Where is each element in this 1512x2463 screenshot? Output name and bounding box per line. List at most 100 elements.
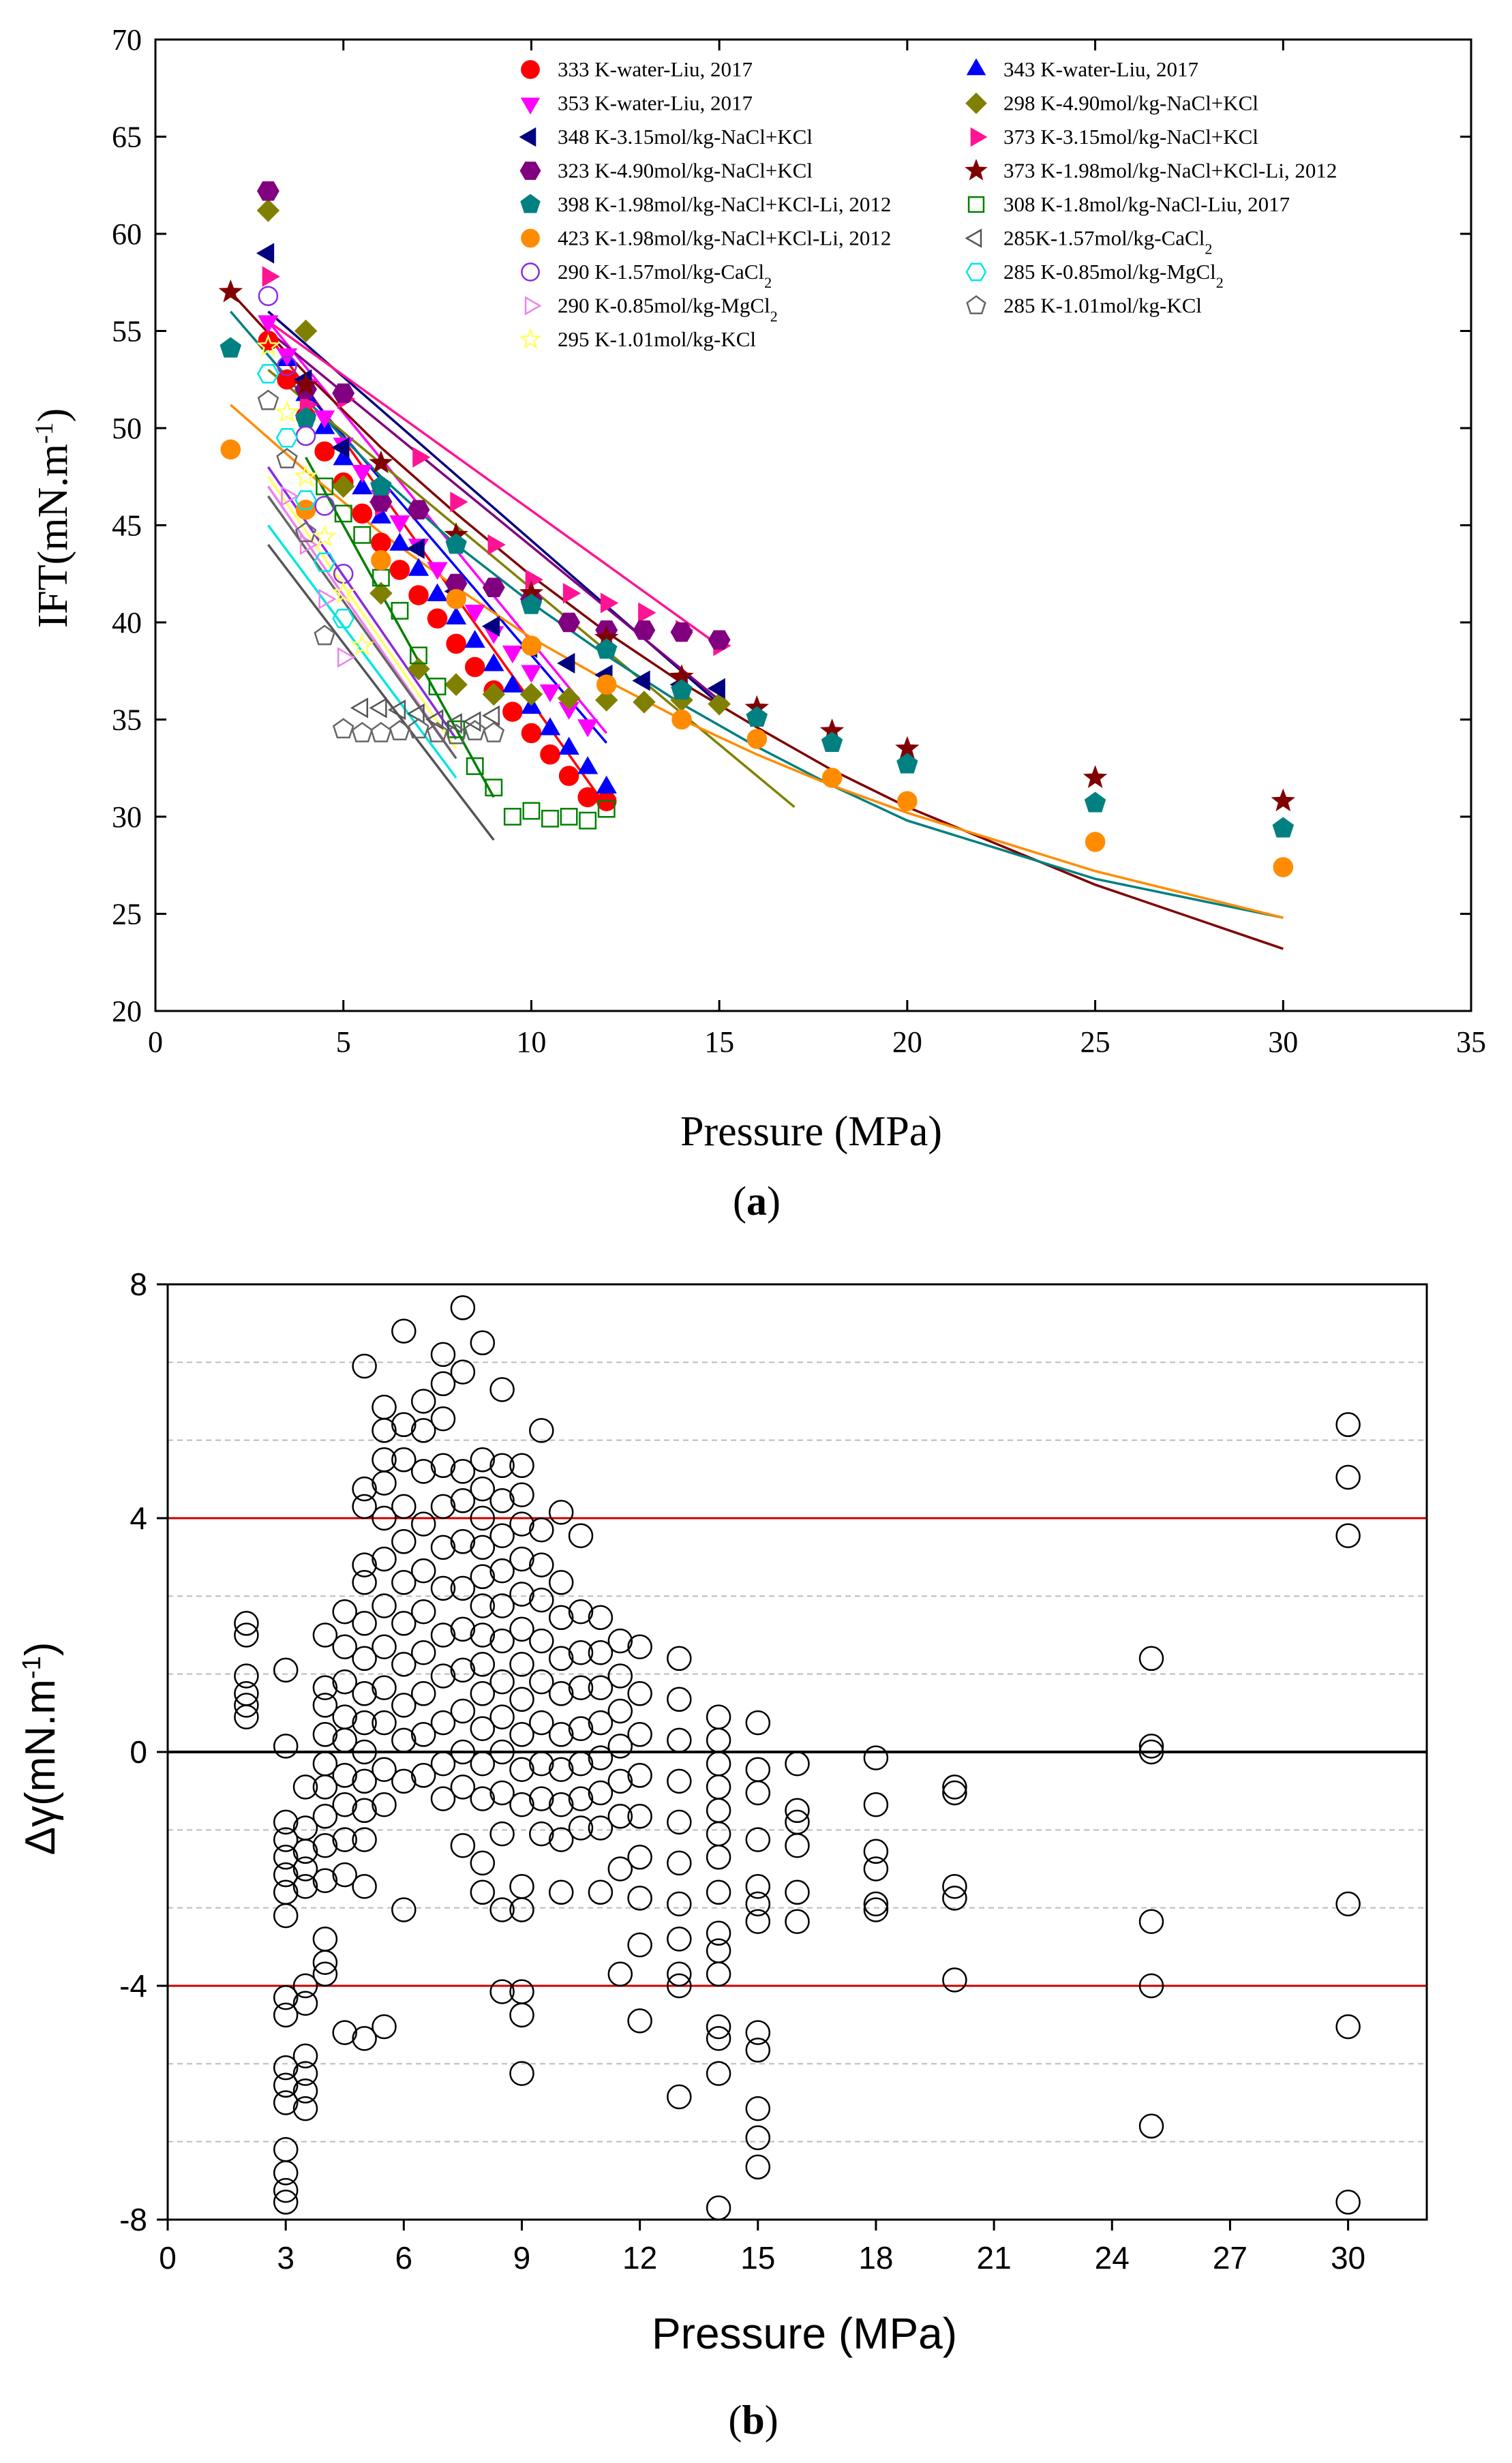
panel-b-point: [509, 1792, 534, 1817]
panel-b-point: [509, 1482, 534, 1507]
panel-a-point-s1: [408, 558, 429, 576]
panel-b-point: [234, 1622, 259, 1648]
panel-b-point: [430, 1453, 456, 1479]
panel-b-point: [391, 1570, 417, 1595]
panel-b-point: [391, 1447, 417, 1472]
panel-b-point: [234, 1693, 259, 1718]
panel-a-point-s14: [318, 588, 337, 609]
panel-b-point: [489, 1593, 515, 1618]
panel-b-point: [352, 1710, 377, 1736]
panel-b-point: [745, 2020, 771, 2045]
panel-a-legend-subscript: 2: [764, 274, 772, 291]
panel-a-point-s16: [275, 399, 299, 423]
panel-a-point-s2: [577, 719, 599, 738]
panel-b-point: [568, 1786, 594, 1811]
panel-a-point-s6: [332, 383, 355, 403]
panel-a-point-s5: [412, 447, 431, 468]
panel-a-point-s15: [332, 718, 354, 739]
panel-a-point-s11: [406, 703, 425, 725]
panel-a-legend-marker-11: [965, 228, 982, 248]
panel-a-x-tick-label: 25: [1080, 1025, 1110, 1059]
panel-b-point: [509, 1687, 534, 1712]
panel-a-point-s0: [314, 441, 335, 462]
panel-b-point: [372, 2014, 397, 2040]
panel-b-point: [745, 1710, 771, 1736]
panel-b-point: [410, 1558, 436, 1584]
panel-b-point: [410, 1459, 436, 1484]
panel-a-point-s3: [482, 682, 506, 706]
panel-b-point: [470, 1505, 496, 1531]
panel-a-y-label-close: ): [30, 408, 76, 423]
panel-a-point-s12: [314, 496, 335, 516]
panel-b-point: [548, 1827, 574, 1852]
panel-a-point-s1: [464, 630, 485, 648]
panel-a-x-tick-label: 5: [336, 1025, 351, 1059]
panel-b-point: [588, 1710, 614, 1736]
panel-b-x-tick-label: 27: [1213, 2240, 1248, 2276]
panel-a-point-s5: [638, 602, 656, 623]
panel-b-point: [470, 1652, 496, 1677]
panel-b-point: [745, 2096, 771, 2121]
panel-b-point: [450, 1459, 476, 1484]
panel-b-point: [509, 2061, 534, 2086]
panel-a-point-s11: [444, 713, 462, 734]
panel-a-point-s0: [464, 656, 485, 678]
panel-a-point-s16: [312, 524, 337, 547]
panel-b-point: [430, 1575, 456, 1601]
panel-b-point: [529, 1821, 554, 1847]
panel-b-point: [667, 1926, 692, 1952]
panel-a-point-s0: [352, 503, 373, 524]
panel-a-point-s1: [539, 717, 561, 736]
panel-a-point-s13: [332, 609, 355, 629]
panel-a-point-s1: [446, 606, 467, 625]
panel-a-legend-marker-1: [966, 58, 986, 76]
panel-a-legend-marker-13: [965, 262, 987, 282]
panel-a-legend-marker-12: [521, 262, 540, 282]
panel-a-point-s16: [331, 580, 356, 604]
panel-a-legend-text: 308 K-1.8mol/kg-NaCl-Liu, 2017: [1003, 192, 1290, 216]
panel-a-point-s4: [481, 616, 500, 637]
panel-b-point: [292, 2079, 318, 2104]
panel-b-point: [509, 1511, 534, 1537]
panel-a-ift-chart: 0 5 10 15 20 25 30 35 20 25 30 35 40 45 50 55 60 65 70 333…: [30, 23, 1486, 1224]
panel-b-point: [548, 1605, 574, 1631]
panel-b-point: [292, 1873, 318, 1899]
panel-a-legend-marker-10: [521, 228, 540, 248]
panel-b-point: [372, 1546, 397, 1572]
panel-a-point-s8: [220, 337, 242, 358]
panel-a-legend-label-5: 373 K-3.15mol/kg-NaCl+KCl: [1003, 125, 1258, 149]
panel-a-point-s9: [541, 809, 559, 828]
panel-a-point-s11: [387, 699, 406, 721]
panel-b-point: [1138, 1734, 1164, 1759]
panel-a-legend-text: 348 K-3.15mol/kg-NaCl+KCl: [558, 125, 813, 149]
panel-a-point-s11: [369, 697, 387, 719]
panel-a-point-s16: [256, 333, 281, 357]
panel-a-point-s7: [293, 372, 318, 396]
panel-b-y-tick-label: -8: [119, 2202, 147, 2237]
panel-a-y-tick-label: 50: [112, 412, 142, 445]
panel-b-point: [450, 1698, 476, 1724]
panel-a-legend-text: 373 K-3.15mol/kg-NaCl+KCl: [1003, 125, 1258, 149]
panel-b-point: [470, 1535, 496, 1560]
panel-a-legend-subscript: 2: [1205, 240, 1212, 257]
panel-b-point: [470, 1879, 496, 1905]
panel-a-axes: 0 5 10 15 20 25 30 35 20 25 30 35 40 45 50 55 60 65 70: [112, 23, 1486, 1059]
panel-b-point: [470, 1476, 496, 1502]
panel-b-point: [785, 1832, 810, 1858]
panel-a-point-s4: [331, 437, 350, 458]
panel-b-point: [1138, 1646, 1164, 1672]
panel-a-point-s4: [256, 243, 275, 264]
panel-a-legend-label-13: 285 K-0.85mol/kg-MgCl2: [1003, 260, 1224, 291]
panel-b-point: [234, 1704, 259, 1729]
panel-a-legend-text: 290 K-1.57mol/kg-CaCl: [558, 260, 764, 284]
panel-b-point: [568, 1599, 594, 1625]
panel-b-point: [352, 1611, 377, 1636]
panel-a-point-s13: [256, 363, 279, 384]
panel-b-point: [332, 2020, 357, 2045]
panel-a-point-s9: [597, 800, 616, 818]
panel-a-point-s3: [557, 686, 581, 710]
panel-b-point: [372, 1675, 397, 1700]
panel-b-point: [942, 1886, 967, 1911]
panel-b-point: [745, 2125, 771, 2151]
panel-b-y-axis-label: Δγ(mN.m-1): [17, 1642, 64, 1856]
